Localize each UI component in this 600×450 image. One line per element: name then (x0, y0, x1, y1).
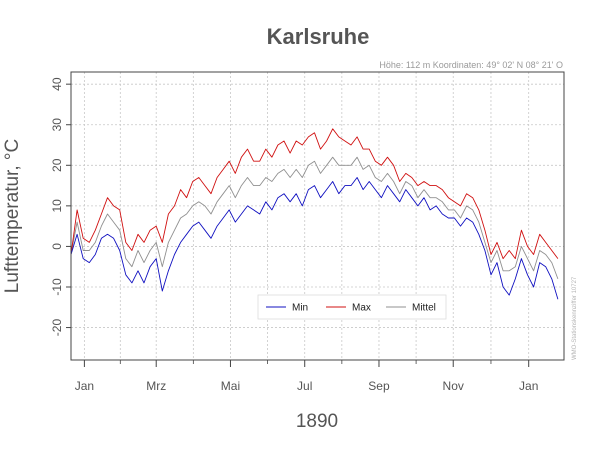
y-tick-label: -20 (50, 319, 64, 337)
x-tick-label: Jan (75, 379, 94, 393)
x-tick-label: Mrz (146, 379, 166, 393)
station-meta: Höhe: 112 m Koordinaten: 49° 02' N 08° 2… (379, 60, 563, 70)
x-tick-label: Mai (221, 379, 240, 393)
series-lines (70, 128, 559, 300)
series-line-max (70, 128, 559, 260)
y-axis: -20 -10 0 10 20 30 40 (50, 77, 71, 336)
legend-box (257, 294, 447, 320)
y-tick-label: 10 (50, 199, 64, 213)
legend-label-max: Max (352, 303, 371, 314)
legend: Min Max Mittel (257, 294, 447, 320)
chart-title: Karlsruhe (267, 24, 370, 49)
y-tick-label: -10 (50, 278, 64, 296)
station-id-note: WMO-Stationskennziffer 10727 (572, 276, 578, 360)
y-tick-label: 30 (50, 118, 64, 132)
x-tick-label: Nov (443, 379, 464, 393)
x-axis-label: 1890 (296, 411, 338, 432)
x-tick-label: Jul (297, 379, 312, 393)
series-line-mittel (70, 156, 559, 280)
legend-label-min: Min (292, 303, 308, 314)
legend-label-mittel: Mittel (412, 303, 436, 314)
plot-frame (70, 71, 565, 361)
y-tick-label: 20 (50, 158, 64, 172)
x-axis: Jan Mrz Mai Jul Sep Nov Jan (75, 360, 538, 393)
y-axis-label: Lufttemperatur, °C (2, 139, 23, 293)
x-tick-label: Jan (519, 379, 538, 393)
x-tick-label: Sep (368, 379, 390, 393)
series-line-min (70, 177, 559, 300)
y-tick-label: 40 (50, 77, 64, 91)
y-tick-label: 0 (50, 243, 64, 250)
